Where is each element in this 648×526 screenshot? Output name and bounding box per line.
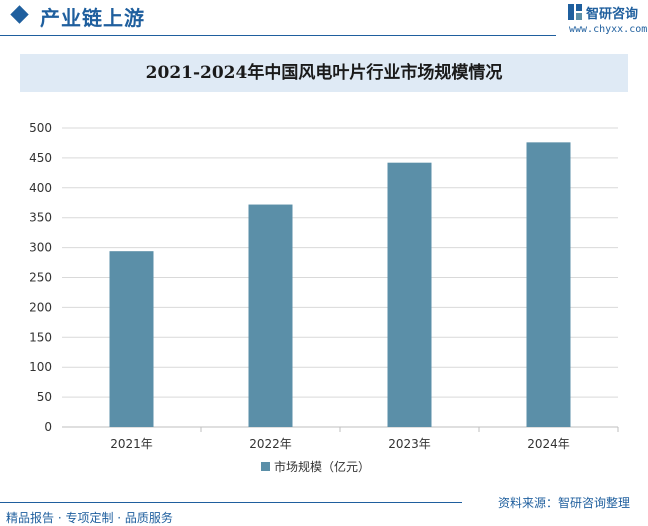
y-tick-label: 0 <box>44 420 52 434</box>
y-tick-label: 350 <box>29 211 52 225</box>
data-source: 资料来源：智研咨询整理 <box>498 496 631 510</box>
y-tick-label: 500 <box>29 121 52 135</box>
bar <box>248 204 293 427</box>
x-tick-label: 2023年 <box>388 437 431 451</box>
bar <box>526 142 571 428</box>
x-tick-label: 2021年 <box>110 437 153 451</box>
y-tick-label: 250 <box>29 271 52 285</box>
legend-label: 市场规模（亿元） <box>274 459 370 474</box>
x-tick-label: 2024年 <box>527 437 570 451</box>
chart-title-band: 2021-2024年中国风电叶片行业市场规模情况 <box>20 54 628 92</box>
y-tick-label: 200 <box>29 300 52 314</box>
y-tick-label: 100 <box>29 360 52 374</box>
y-tick-label: 300 <box>29 241 52 255</box>
brand-name: 智研咨询 <box>586 7 639 22</box>
footer-divider <box>0 502 462 503</box>
y-tick-label: 450 <box>29 151 52 165</box>
y-tick-label: 400 <box>29 181 52 195</box>
brand-url: www.chyxx.com <box>569 24 648 35</box>
header-divider <box>0 35 556 36</box>
bar <box>387 162 432 427</box>
chart-title: 2021-2024年中国风电叶片行业市场规模情况 <box>145 63 503 83</box>
footer-services: 精品报告 · 专项定制 · 品质服务 <box>6 511 173 525</box>
y-tick-label: 150 <box>29 330 52 344</box>
bar <box>109 251 154 427</box>
x-tick-label: 2022年 <box>249 437 292 451</box>
y-tick-label: 50 <box>37 390 52 404</box>
brand-logo-icon <box>568 4 582 20</box>
section-title: 产业链上游 <box>40 6 145 30</box>
page-header: 产业链上游 智研咨询 www.chyxx.com <box>0 0 648 40</box>
legend-swatch <box>261 462 270 471</box>
